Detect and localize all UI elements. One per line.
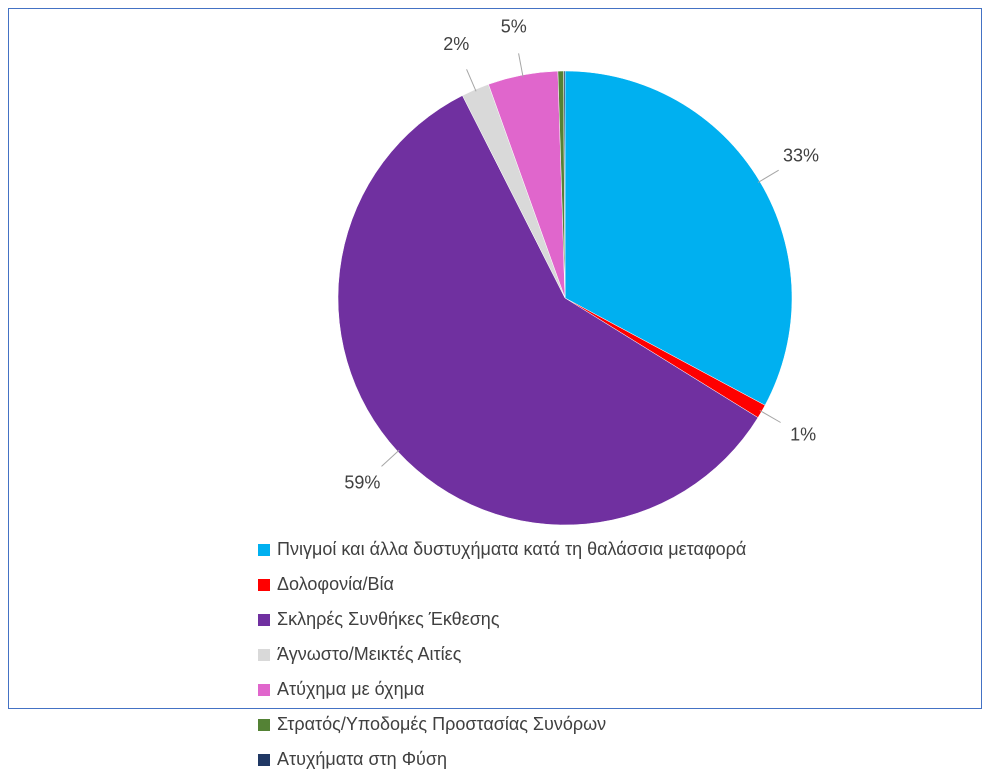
legend-label: Δολοφονία/Βία	[277, 574, 394, 594]
legend-label: Πνιγμοί και άλλα δυστυχήματα κατά τη θαλ…	[277, 539, 746, 559]
legend-swatch	[258, 544, 270, 556]
legend-swatch	[258, 579, 270, 591]
leader-line	[757, 169, 779, 183]
chart-border	[8, 8, 982, 709]
legend-swatch	[258, 719, 270, 731]
leader-line	[381, 449, 400, 467]
legend-label: Ατύχημα με όχημα	[277, 679, 424, 699]
legend-swatch	[258, 649, 270, 661]
leader-line	[518, 53, 524, 78]
leader-line	[466, 69, 477, 92]
pie-slice	[563, 70, 566, 299]
legend-swatch	[258, 684, 270, 696]
data-label: 2%	[443, 34, 469, 54]
legend-swatch	[258, 754, 270, 766]
data-label: 5%	[501, 17, 527, 37]
data-label: 59%	[344, 473, 380, 493]
data-label: 1%	[790, 424, 816, 444]
legend-swatch	[258, 614, 270, 626]
legend-label: Άγνωστο/Μεικτές Αιτίες	[277, 644, 462, 664]
leader-line	[759, 410, 781, 423]
legend-label: Σκληρές Συνθήκες Έκθεσης	[277, 609, 500, 629]
data-label: 33%	[783, 146, 819, 166]
legend-label: Ατυχήματα στη Φύση	[277, 749, 447, 769]
legend-label: Στρατός/Υποδομές Προστασίας Συνόρων	[277, 714, 606, 734]
